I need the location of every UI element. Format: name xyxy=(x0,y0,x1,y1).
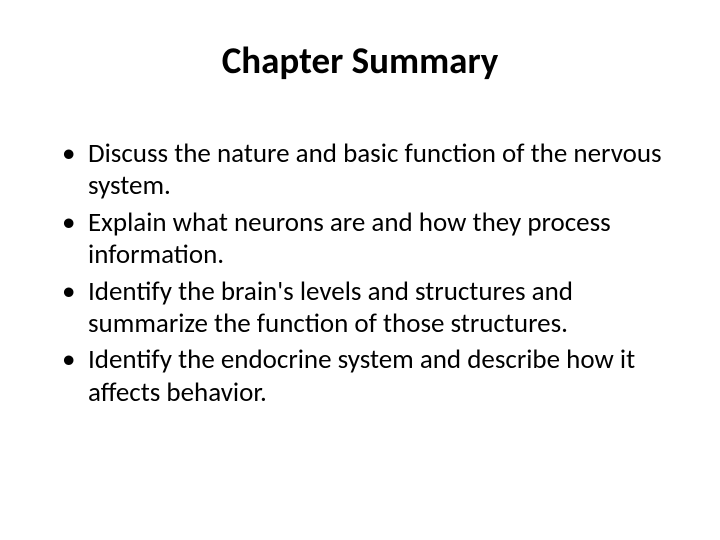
list-item: Discuss the nature and basic function of… xyxy=(60,138,670,203)
slide-title: Chapter Summary xyxy=(50,38,670,83)
list-item: Identify the endocrine system and descri… xyxy=(60,344,670,409)
list-item: Explain what neurons are and how they pr… xyxy=(60,207,670,272)
list-item: Identify the brain's levels and structur… xyxy=(60,276,670,341)
bullet-list: Discuss the nature and basic function of… xyxy=(50,138,670,409)
